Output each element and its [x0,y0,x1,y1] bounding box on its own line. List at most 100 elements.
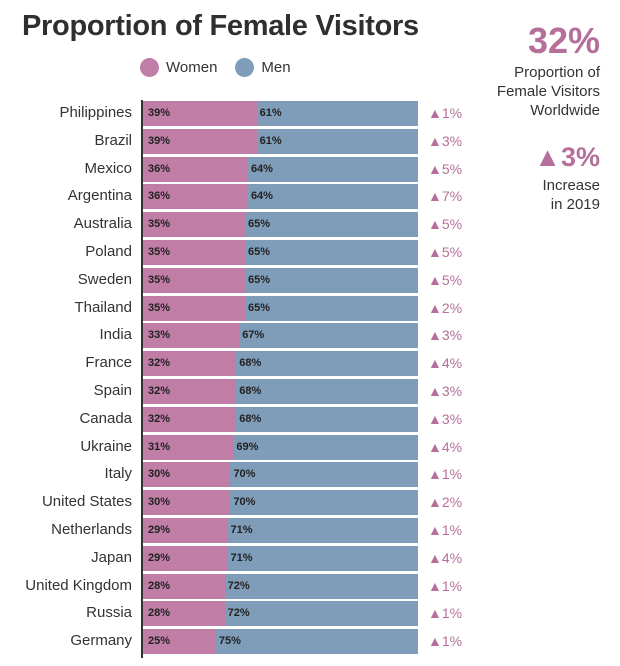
bar-row: 29% 71% [143,545,418,571]
bar-row: 28% 72% [143,601,418,627]
category-label: Canada [79,409,132,427]
category-label: Italy [104,465,132,483]
bar-women [143,156,248,182]
women-value-label: 32% [148,412,171,425]
men-value-label: 68% [239,412,262,425]
category-label: France [85,354,132,372]
worldwide-value: 32% [527,20,600,61]
women-value-label: 36% [148,190,171,203]
change-label: ▲4% [428,438,463,455]
men-value-label: 61% [259,134,282,147]
men-value-label: 75% [218,635,241,648]
bar-women [143,267,246,293]
women-value-label: 25% [148,635,171,648]
change-label: ▲5% [428,271,463,288]
bar-women [143,295,246,321]
bar-row: 35% 65% [143,267,418,293]
legend-men: Men [235,58,291,77]
men-value-label: 68% [239,385,262,397]
men-value-label: 71% [230,551,253,564]
men-value-label: 64% [250,190,273,203]
category-label: Japan [91,548,132,566]
bar-women [143,434,234,460]
bar-women [143,128,257,154]
bar-row: 30% 70% [143,462,418,488]
change-label: ▲3% [428,327,463,344]
bar-row: 33% 67% [143,323,418,349]
bar-row: 32% 68% [143,406,418,432]
legend-women: Women [140,58,217,77]
category-label: United Kingdom [25,576,132,594]
bar-women [143,379,237,404]
men-value-label: 71% [230,524,253,536]
worldwide-label: Proportion of Female Visitors Worldwide [496,64,600,119]
change-label: ▲4% [428,355,463,372]
men-value-label: 70% [233,468,256,481]
category-label: Poland [85,243,132,260]
men-value-label: 72% [227,579,250,592]
men-value-label: 70% [233,496,256,509]
bar-row: 36% 64% [143,184,418,210]
increase-value: ▲3% [534,142,600,172]
bar-row: 32% 68% [143,379,418,404]
change-label: ▲1% [428,105,463,121]
men-value-label: 65% [248,301,271,314]
men-value-label: 61% [259,107,282,119]
bar-row: 25% 75% [143,629,418,655]
legend-women-label: Women [166,59,218,76]
category-label: Netherlands [51,521,132,538]
bar-women [143,462,231,488]
category-label: Argentina [67,187,132,205]
change-label: ▲1% [428,466,463,483]
category-label: India [99,326,132,344]
bar-row: 35% 65% [143,240,418,265]
bar-women [143,184,248,210]
category-label: Thailand [74,298,132,316]
men-value-label: 65% [248,246,271,258]
women-value-label: 35% [148,301,171,314]
legend-men-label: Men [261,59,291,76]
change-label: ▲2% [428,299,463,316]
category-label: Spain [93,382,132,399]
legend: Women Men [140,58,291,77]
change-label: ▲5% [428,216,463,233]
category-label: Sweden [77,270,132,288]
bar-row: 35% 65% [143,212,418,238]
bar-women [143,545,228,571]
change-label: ▲7% [428,188,463,205]
bar-women [143,573,225,599]
men-swatch-icon [235,58,255,77]
category-label: Mexico [84,159,132,177]
women-value-label: 28% [148,579,171,592]
change-label: ▲4% [428,549,463,566]
bar-women [143,323,240,349]
women-value-label: 39% [148,134,171,147]
bar-row: 36% 64% [143,156,418,182]
category-label: Philippines [59,104,132,121]
women-value-label: 31% [148,440,171,453]
category-label: Germany [70,632,132,650]
category-label: Russia [86,604,132,622]
bar-women [143,601,225,627]
change-label: ▲1% [428,633,463,650]
women-value-label: 35% [148,246,171,258]
change-label: ▲1% [428,577,463,594]
men-value-label: 65% [248,218,271,231]
category-label: Brazil [94,131,132,149]
men-value-label: 69% [236,440,259,453]
women-value-label: 28% [148,607,171,620]
bar-women [143,490,231,516]
change-label: ▲3% [428,410,463,427]
women-value-label: 29% [148,551,171,564]
bar-women [143,240,246,265]
change-label: ▲1% [428,522,463,538]
women-value-label: 32% [148,357,171,370]
y-axis-line [141,100,143,658]
women-value-label: 33% [148,329,171,342]
change-label: ▲3% [428,383,463,399]
bar-row: 35% 65% [143,295,418,321]
change-label: ▲2% [428,494,463,511]
women-swatch-icon [140,58,159,77]
bar-row: 30% 70% [143,490,418,516]
